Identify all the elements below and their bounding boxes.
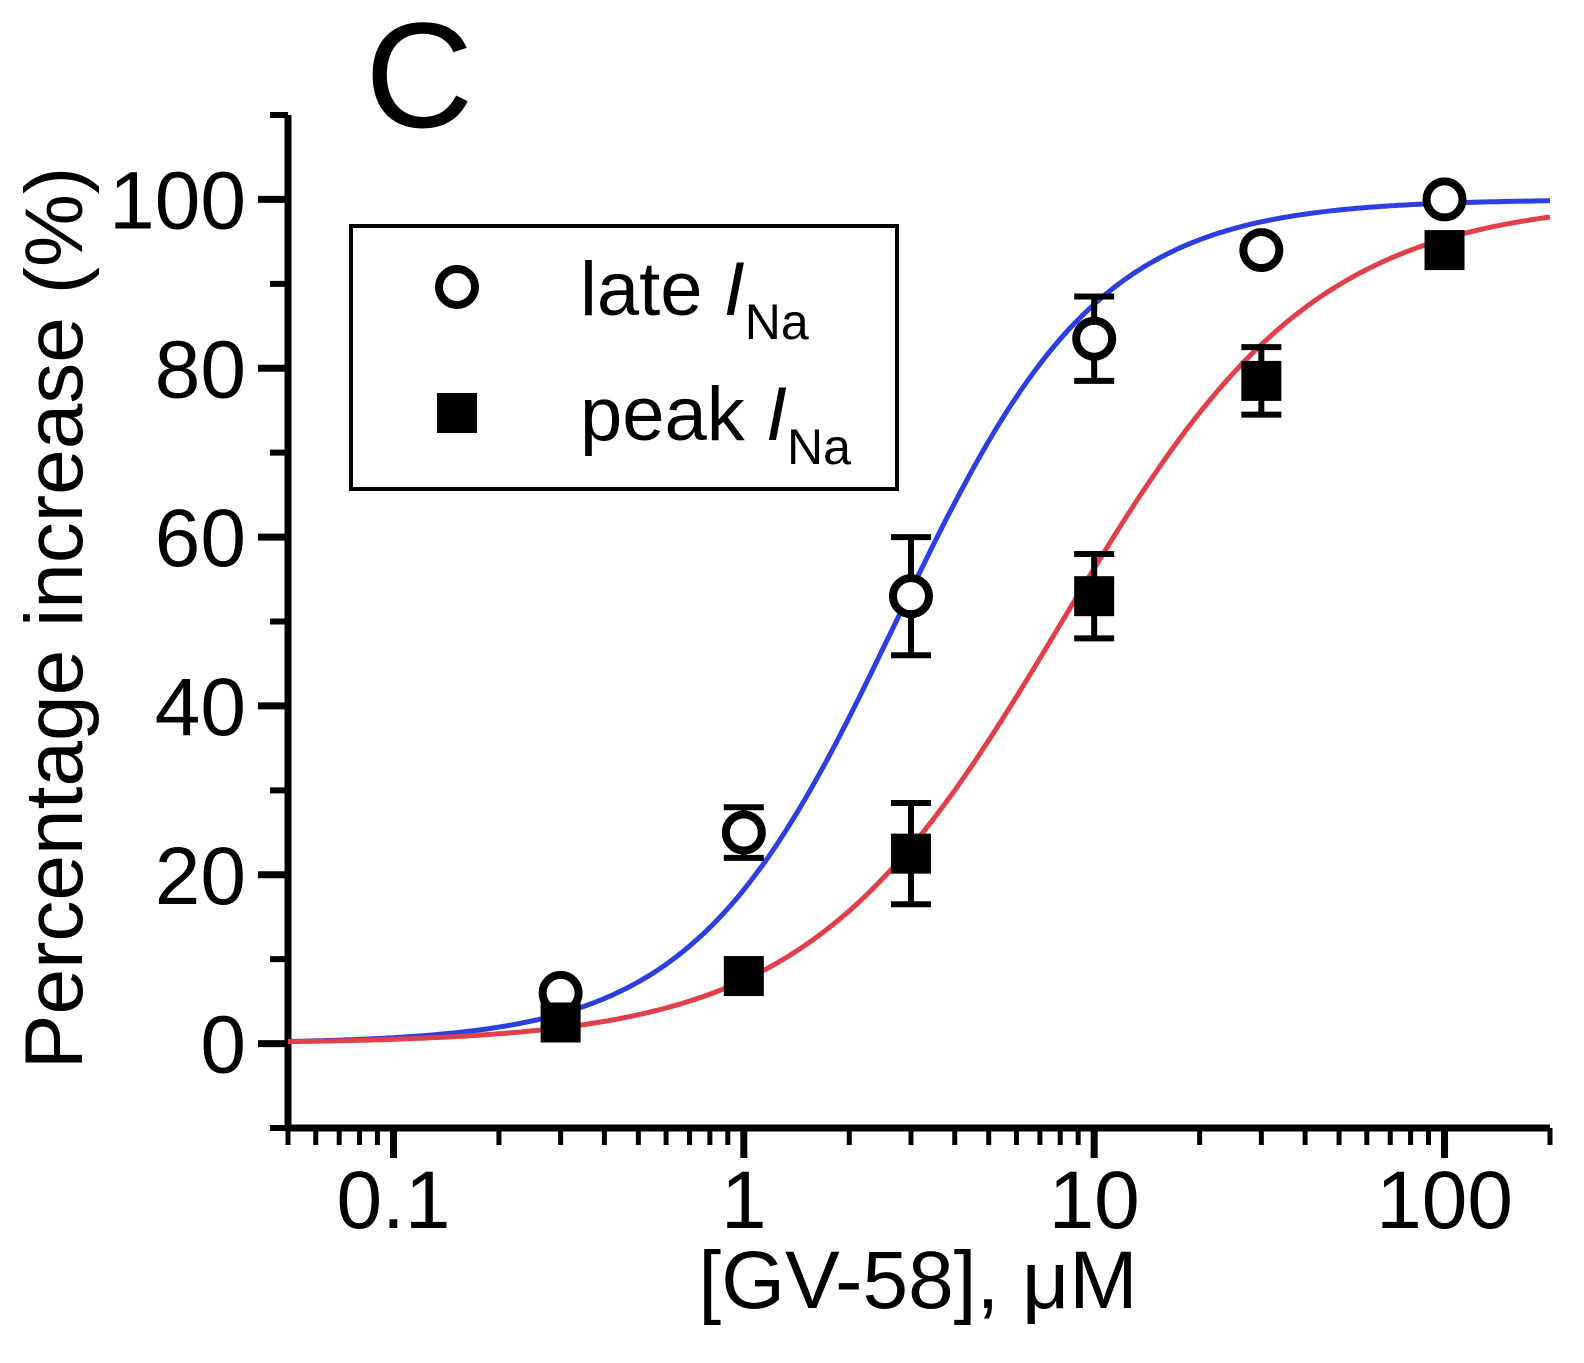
point-peak <box>1074 576 1115 617</box>
y-axis-title: Percentage increase (%) <box>9 167 100 1069</box>
y-tick-label: 100 <box>109 155 246 246</box>
y-tick-label: 20 <box>155 831 246 922</box>
point-peak <box>1424 230 1465 271</box>
y-tick-label: 80 <box>155 324 246 415</box>
point-late <box>1072 316 1117 361</box>
y-tick-label: 60 <box>155 493 246 584</box>
fit-curve-late <box>287 198 1550 1044</box>
x-tick-label: 10 <box>1049 1155 1140 1246</box>
x-axis-title: [GV-58], μM <box>698 1235 1137 1326</box>
legend-label-peak: peak INa <box>580 372 851 475</box>
y-tick-label: 40 <box>155 662 246 753</box>
legend-label-late: late INa <box>580 247 809 350</box>
point-late <box>1422 177 1467 222</box>
legend-marker-late <box>435 265 479 309</box>
point-peak <box>540 1002 581 1043</box>
axes: 0 20 40 60 80 100 0.1 1 10 100 <box>109 112 1553 1246</box>
point-late <box>721 810 766 855</box>
data-points <box>538 177 1467 1043</box>
x-tick-label: 0.1 <box>336 1155 450 1246</box>
legend-marker-peak <box>437 393 477 433</box>
y-tick-label: 0 <box>200 1000 246 1091</box>
x-tick-label: 1 <box>721 1155 767 1246</box>
legend: late INa peak INa <box>349 224 899 491</box>
x-tick-label: 100 <box>1376 1155 1513 1246</box>
point-peak <box>723 956 764 997</box>
panel-label: C <box>365 0 473 159</box>
point-late <box>888 574 933 619</box>
point-peak <box>890 833 931 874</box>
point-peak <box>1241 360 1282 401</box>
legend-box <box>349 224 899 491</box>
point-late <box>1239 228 1284 273</box>
